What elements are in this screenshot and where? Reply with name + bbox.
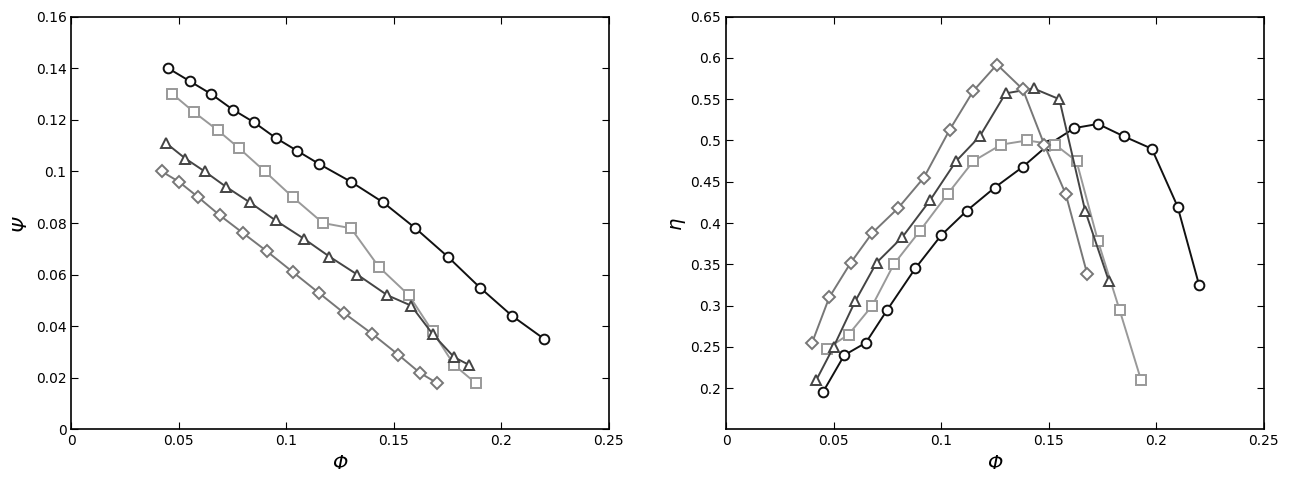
X-axis label: Φ: Φ [333, 454, 348, 473]
X-axis label: Φ: Φ [987, 454, 1002, 473]
Y-axis label: η: η [666, 217, 685, 229]
Y-axis label: Ψ: Ψ [12, 215, 30, 231]
